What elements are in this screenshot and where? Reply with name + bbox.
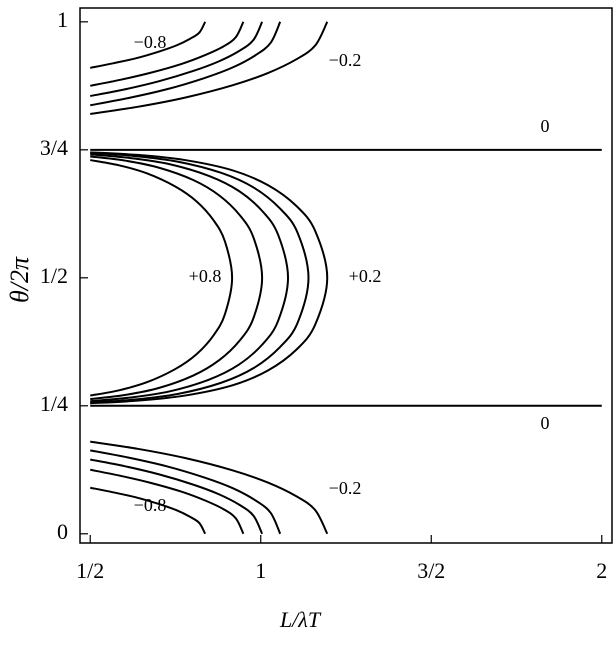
contour-line [90, 440, 329, 535]
contour-line [90, 486, 207, 535]
y-axis-label: θ/2π [5, 256, 34, 303]
x-tick-label: 1/2 [76, 558, 104, 583]
y-tick-label: 1/4 [40, 391, 68, 416]
contour-label: −0.2 [329, 478, 362, 498]
contour-line [90, 159, 234, 397]
contour-line [90, 21, 264, 98]
x-axis-label: L/λT [279, 607, 322, 632]
contour-line [90, 21, 207, 69]
contour-line [90, 468, 245, 535]
contour-line [90, 21, 282, 107]
contour-label: −0.2 [329, 50, 362, 70]
contour-line [90, 151, 329, 405]
y-tick-label: 1/2 [40, 263, 68, 288]
x-tick-label: 1 [255, 558, 266, 583]
contour-line [90, 458, 264, 535]
plot-frame [79, 7, 613, 544]
contour-label: −0.8 [134, 32, 167, 52]
x-tick-label: 3/2 [417, 558, 445, 583]
contour-label: 0 [541, 116, 550, 136]
contour-line [90, 153, 290, 403]
x-tick-label: 2 [596, 558, 607, 583]
contour-label: +0.8 [189, 266, 222, 286]
contour-label: −0.8 [134, 495, 167, 515]
contour-line [90, 155, 264, 401]
y-tick-label: 3/4 [40, 135, 68, 160]
y-tick-label: 1 [57, 7, 68, 32]
contour-line [90, 151, 310, 404]
contour-label: 0 [541, 413, 550, 433]
contour-line [90, 21, 245, 87]
contour-line [90, 449, 282, 535]
contour-line [90, 21, 329, 115]
contour-label: +0.2 [349, 266, 382, 286]
y-tick-label: 0 [57, 519, 68, 544]
